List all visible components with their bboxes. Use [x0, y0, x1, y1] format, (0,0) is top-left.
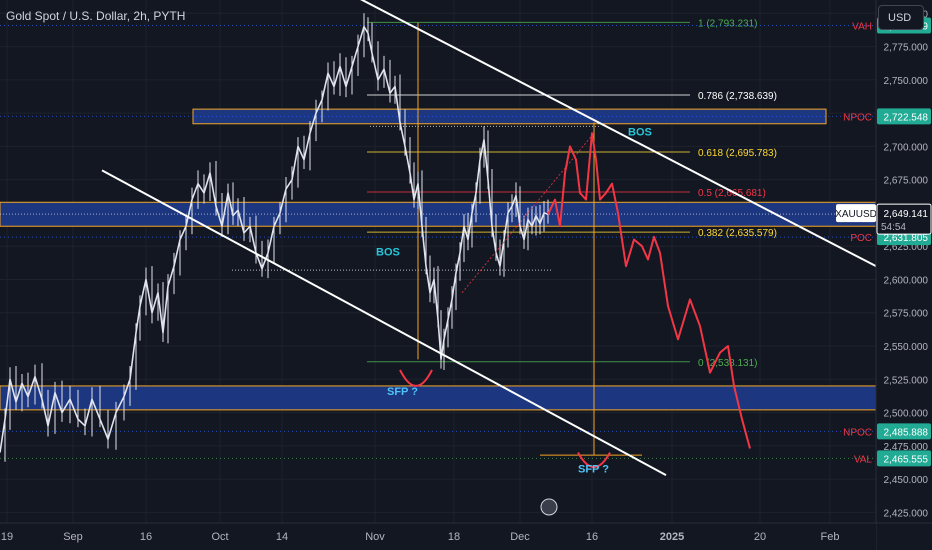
price-tag-bg: [877, 423, 931, 440]
price-tick-label: 2,750.000: [884, 76, 929, 87]
fib-label-1: 0.786 (2,738.639): [698, 91, 777, 102]
fib-label-4: 0.382 (2,635.579): [698, 228, 777, 239]
level-label-3: NPOC: [843, 427, 872, 438]
symbol-tag-label: XAUUSD: [835, 209, 877, 220]
fib-label-5: 0 (2,538.131): [698, 358, 758, 369]
price-tag-label: 2,465.555: [884, 454, 929, 465]
price-tick-label: 2,600.000: [884, 275, 929, 286]
price-tag-bg: [877, 108, 931, 125]
level-label-4: VAL: [854, 454, 873, 465]
price-tick-label: 2,700.000: [884, 142, 929, 153]
zone-2: [0, 385, 877, 411]
price-line: [0, 25, 549, 453]
rising-wedge-line: [461, 132, 595, 294]
price-tick-label: 2,525.000: [884, 375, 929, 386]
time-tick-label: 16: [140, 531, 152, 543]
time-tick-label: Sep: [63, 531, 83, 543]
time-tick-label: 20: [754, 531, 766, 543]
annotation-label: SFP ?: [387, 386, 418, 398]
symbol-tag-bg: [836, 204, 876, 223]
price-tick-label: 2,675.000: [884, 176, 929, 187]
annotation-label: BOS: [376, 247, 400, 259]
price-tag-bg: [877, 450, 931, 467]
grid: [0, 0, 876, 523]
sfp-arc-left: [399, 369, 433, 387]
time-tick-label: Feb: [821, 531, 840, 543]
event-icon: [540, 498, 558, 516]
time-tick-label: 18: [448, 531, 460, 543]
fib-label-3: 0.5 (2,665.681): [698, 188, 766, 199]
channel-lines: [101, 0, 877, 476]
price-axis[interactable]: 2,800.0002,775.0002,750.0002,725.0002,70…: [835, 0, 932, 550]
level-label-2: POC: [850, 233, 872, 244]
last-price-label: 2,649.141: [884, 209, 929, 220]
price-tick-label: 2,450.000: [884, 475, 929, 486]
price-tick-label: 2,500.000: [884, 409, 929, 420]
projection-path: [547, 132, 751, 449]
currency-button[interactable]: USD: [878, 5, 924, 30]
annotation-label: BOS: [628, 127, 652, 139]
time-tick-label: 16: [586, 531, 598, 543]
price-tick-label: 2,575.000: [884, 309, 929, 320]
level-label-0: VAH: [852, 21, 872, 32]
chart-title: Gold Spot / U.S. Dollar, 2h, PYTH: [6, 9, 186, 23]
time-axis-bg: [0, 523, 876, 550]
sfp-arc-right: [577, 451, 611, 469]
price-tag-label: 2,722.548: [884, 112, 929, 123]
price-tag-label: 2,485.888: [884, 427, 929, 438]
time-tick-label: Oct: [211, 531, 228, 543]
channel-lower-line: [101, 169, 667, 476]
price-tick-label: 2,625.000: [884, 242, 929, 253]
projection: [547, 132, 751, 449]
price-tag-label: 2,631.805: [884, 233, 929, 244]
channel-upper-line: [360, 0, 877, 268]
time-tick-label: 19: [1, 531, 13, 543]
annotation-label: SFP ?: [578, 463, 609, 475]
countdown-label: 54:54: [881, 222, 906, 233]
price-tick-label: 2,550.000: [884, 342, 929, 353]
fib-label-2: 0.618 (2,695.783): [698, 148, 777, 159]
time-tick-label: Nov: [365, 531, 385, 543]
last-price-bg: [876, 203, 932, 235]
time-tick-label: 2025: [660, 531, 684, 543]
time-tick-label: 14: [276, 531, 288, 543]
level-label-1: NPOC: [843, 112, 872, 123]
time-tick-label: Dec: [510, 531, 530, 543]
price-series: [0, 13, 549, 462]
price-tick-label: 2,475.000: [884, 442, 929, 453]
fib-label-0: 1 (2,793.231): [698, 18, 758, 29]
annotations: BOS BOS SFP ? SFP ?: [376, 127, 652, 516]
time-axis[interactable]: 19 Sep 16 Oct 14 Nov 18 Dec 16 2025 20 Feb: [0, 522, 932, 550]
price-tick-label: 2,425.000: [884, 508, 929, 519]
price-tick-label: 2,775.000: [884, 43, 929, 54]
zone-0: [192, 108, 827, 125]
